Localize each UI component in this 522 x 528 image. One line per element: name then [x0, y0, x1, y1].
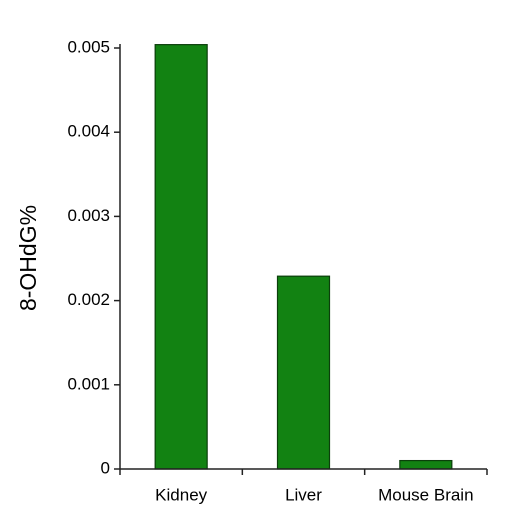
y-tick-label: 0.005: [67, 37, 110, 56]
y-axis-label: 8-OHdG%: [15, 205, 41, 311]
bar: [276, 275, 331, 470]
x-tick-label: Mouse Brain: [378, 485, 473, 504]
x-tick-label: Kidney: [155, 485, 207, 504]
y-tick-label: 0.003: [67, 206, 110, 225]
y-tick-label: 0: [101, 458, 110, 477]
y-tick-label: 0.004: [67, 122, 110, 141]
y-tick-label: 0.002: [67, 290, 110, 309]
bar: [399, 459, 453, 470]
x-tick-label: Liver: [285, 485, 322, 504]
y-tick-label: 0.001: [67, 374, 110, 393]
bar: [154, 44, 208, 470]
